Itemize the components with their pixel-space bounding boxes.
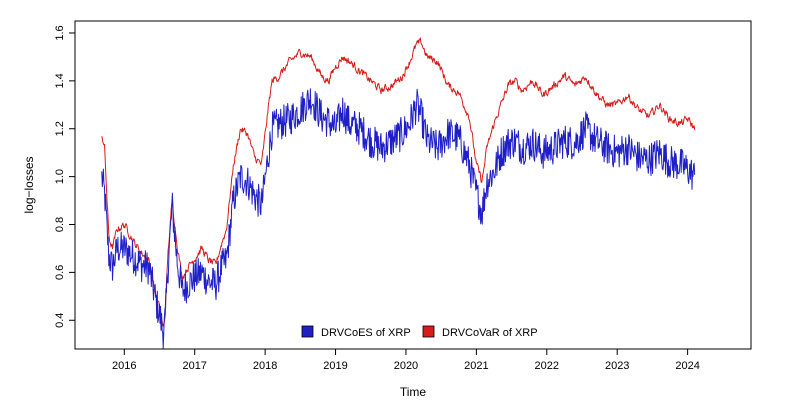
y-axis: 0.4 0.6 0.8 1.0 1.2 1.4 1.6 <box>54 25 75 328</box>
x-tick-label: 2020 <box>394 360 418 372</box>
x-tick-label: 2024 <box>675 360 699 372</box>
y-tick-label: 0.6 <box>54 265 66 280</box>
x-tick-label: 2018 <box>253 360 277 372</box>
y-tick-label: 0.8 <box>54 217 66 232</box>
x-axis: 2016 2017 2018 2019 2020 2021 2022 2023 2024 <box>112 349 700 372</box>
x-tick-label: 2019 <box>323 360 347 372</box>
series-line-drvcoes <box>101 88 696 349</box>
legend: DRVCoES of XRP DRVCoVaR of XRP <box>301 325 538 339</box>
series-line-drvcovar <box>101 37 696 327</box>
x-axis-label: Time <box>400 385 427 399</box>
y-tick-label: 1.4 <box>54 73 66 88</box>
x-tick-label: 2017 <box>182 360 206 372</box>
series-layer <box>101 37 696 349</box>
y-tick-label: 1.2 <box>54 121 66 136</box>
x-tick-label: 2021 <box>464 360 488 372</box>
legend-swatch <box>422 325 435 338</box>
legend-label: DRVCoES of XRP <box>321 327 411 339</box>
x-tick-label: 2016 <box>112 360 136 372</box>
x-tick-label: 2023 <box>605 360 629 372</box>
legend-label: DRVCoVaR of XRP <box>442 327 538 339</box>
x-tick-label: 2022 <box>535 360 559 372</box>
y-axis-label: log−losses <box>22 156 36 213</box>
y-tick-label: 1.6 <box>54 25 66 40</box>
y-tick-label: 0.4 <box>54 313 66 328</box>
legend-swatch <box>301 325 314 338</box>
plot-frame <box>74 20 752 350</box>
y-tick-label: 1.0 <box>54 169 66 184</box>
